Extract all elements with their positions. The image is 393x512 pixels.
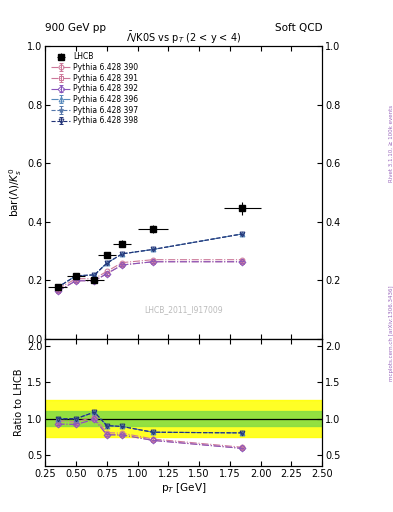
Y-axis label: bar($\Lambda$)/$K^{0}_{s}$: bar($\Lambda$)/$K^{0}_{s}$: [7, 167, 24, 217]
Text: Soft QCD: Soft QCD: [275, 23, 322, 33]
Text: 900 GeV pp: 900 GeV pp: [45, 23, 106, 33]
Bar: [45, 400, 322, 437]
Legend: LHCB, Pythia 6.428 390, Pythia 6.428 391, Pythia 6.428 392, Pythia 6.428 396, Py: LHCB, Pythia 6.428 390, Pythia 6.428 391…: [48, 49, 141, 129]
Text: LHCB_2011_I917009: LHCB_2011_I917009: [144, 305, 223, 314]
X-axis label: p$_{T}$ [GeV]: p$_{T}$ [GeV]: [161, 481, 206, 496]
Bar: [45, 412, 322, 426]
Text: Rivet 3.1.10, ≥ 100k events: Rivet 3.1.10, ≥ 100k events: [389, 105, 393, 182]
Text: mcplots.cern.ch [arXiv:1306.3436]: mcplots.cern.ch [arXiv:1306.3436]: [389, 285, 393, 380]
Y-axis label: Ratio to LHCB: Ratio to LHCB: [14, 369, 24, 436]
Title: $\bar{\Lambda}$/K0S vs p$_{T}$ (2 < y < 4): $\bar{\Lambda}$/K0S vs p$_{T}$ (2 < y < …: [126, 30, 241, 46]
